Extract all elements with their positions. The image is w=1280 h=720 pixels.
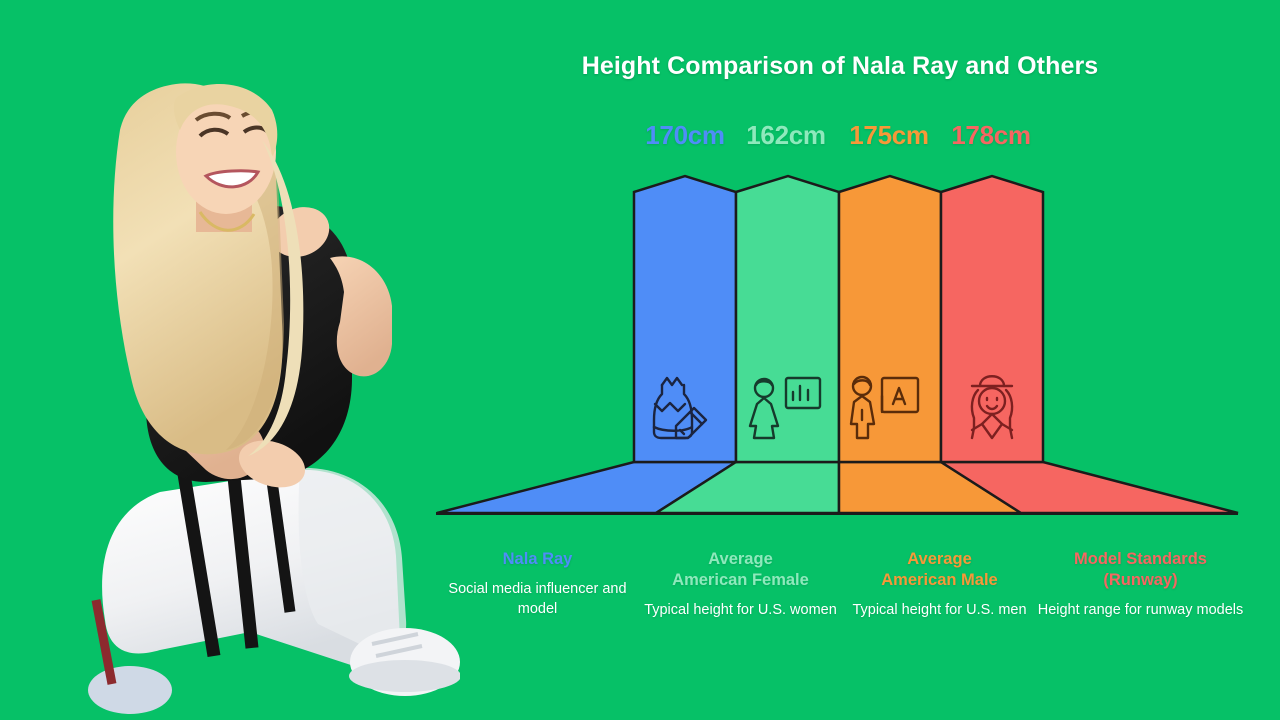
woman-chart-icon <box>748 376 822 440</box>
woman-hat-icon <box>970 375 1014 440</box>
hair-front <box>173 84 278 158</box>
legend-name-nala-ray: Nala Ray <box>502 550 573 568</box>
height-label-average-american-male: 175cm <box>849 120 929 150</box>
legend-model-standards: Model Standards (Runway) Height range fo… <box>1033 549 1248 620</box>
perspective-floor <box>436 460 1239 515</box>
man-board-letter-a-icon <box>849 375 920 440</box>
face <box>176 90 276 214</box>
smile <box>203 169 261 189</box>
necklace <box>198 211 256 232</box>
height-label-model-standards: 178cm <box>951 120 1031 150</box>
sneaker-laces <box>371 632 423 658</box>
legend-name-average-american-male: Average American Male <box>832 549 1047 591</box>
page-title: Height Comparison of Nala Ray and Others <box>581 52 1099 80</box>
legend-name-line1: Average <box>907 550 972 568</box>
height-label-average-american-female: 162cm <box>746 120 826 150</box>
eye-left <box>198 127 230 138</box>
legend-name-line1: Average <box>708 550 773 568</box>
legend-average-american-male: Average American Male Typical height for… <box>832 549 1047 620</box>
brow-left <box>194 111 232 122</box>
bar-average-american-male[interactable] <box>837 174 943 464</box>
dress-pencil-icon <box>652 376 708 440</box>
nala-ray-photo <box>0 0 460 720</box>
legend-name-model-standards: Model Standards (Runway) <box>1033 549 1248 591</box>
legend-desc-average-american-male: Typical height for U.S. men <box>852 602 1027 618</box>
bar-model-standards[interactable] <box>939 174 1045 464</box>
bar-shape-average-american-male[interactable] <box>837 174 943 464</box>
legend-average-american-female: Average American Female Typical height f… <box>633 549 848 620</box>
photo-illustration <box>88 83 460 714</box>
hair-strand-right <box>248 140 304 456</box>
legend-desc-average-american-female: Typical height for U.S. women <box>644 602 837 618</box>
legend-desc-nala-ray: Social media influencer and model <box>448 581 627 617</box>
legend-nala-ray: Nala Ray Social media influencer and mod… <box>430 549 645 619</box>
arm-right <box>330 256 392 377</box>
legend-name-average-american-female: Average American Female <box>633 549 848 591</box>
hair-shading <box>210 133 284 450</box>
height-label-nala-ray: 170cm <box>645 120 725 150</box>
strap-left <box>175 457 259 658</box>
legend-desc-model-standards: Height range for runway models <box>1037 602 1244 618</box>
legend-name-line2: (Runway) <box>1103 571 1178 589</box>
bar-shape-model-standards[interactable] <box>939 174 1045 464</box>
legend-name-line2: American Male <box>881 571 998 589</box>
legend-name-line2: American Female <box>672 571 809 589</box>
legend-name-line1: Model Standards <box>1074 550 1207 568</box>
bar-shape-nala-ray[interactable] <box>632 174 738 464</box>
sneaker-sole <box>349 660 460 692</box>
sneaker-back <box>88 666 172 714</box>
strap-red <box>91 599 117 685</box>
pants-shading <box>298 467 407 653</box>
bar-average-american-female[interactable] <box>734 174 841 464</box>
bar-nala-ray[interactable] <box>632 174 738 464</box>
